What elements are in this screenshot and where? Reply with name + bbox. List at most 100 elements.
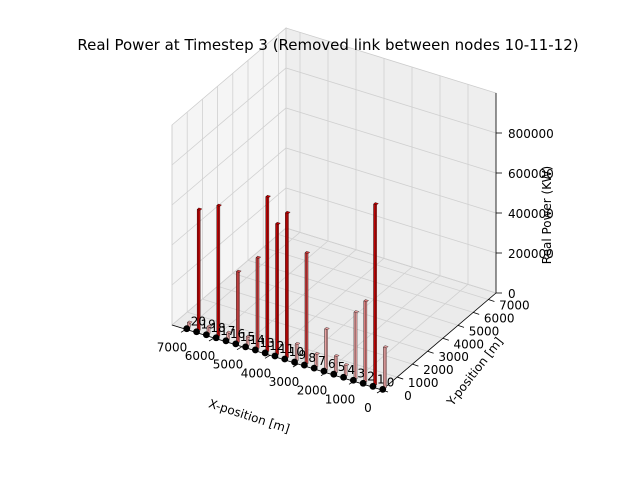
x-tick xyxy=(320,372,327,377)
x-tick xyxy=(348,380,355,385)
y-tick xyxy=(412,363,419,367)
node-marker-2 xyxy=(359,379,367,387)
node-label-17: 17 xyxy=(220,324,235,338)
y-tick xyxy=(473,312,480,315)
node-label-1: 1 xyxy=(377,372,385,386)
bar-7 xyxy=(314,351,320,367)
z-gridline xyxy=(171,147,497,246)
node-label-8: 8 xyxy=(308,351,316,365)
node-marker-20 xyxy=(183,325,191,333)
node-marker-0 xyxy=(379,385,387,393)
bar-9 xyxy=(294,341,301,361)
y-tick-label: 3000 xyxy=(438,350,469,364)
z-axis-label: Real Power (KW) xyxy=(540,166,554,264)
bar-top xyxy=(255,255,262,259)
x-tick xyxy=(264,354,271,359)
x-tick xyxy=(180,328,187,333)
node-marker-18 xyxy=(202,331,210,339)
y-tick-label: 5000 xyxy=(469,324,500,338)
bar-top xyxy=(334,354,340,357)
node-marker-7 xyxy=(310,364,318,372)
node-marker-3 xyxy=(349,376,357,384)
bar-top xyxy=(285,211,291,214)
bar-side xyxy=(275,221,278,354)
z-tick-label: 0 xyxy=(508,287,516,301)
bar-top xyxy=(314,352,320,355)
z-tick-label: 600000 xyxy=(508,167,554,181)
bar-8 xyxy=(304,250,311,364)
bar-6 xyxy=(324,327,330,371)
chart-title: Real Power at Timestep 3 (Removed link b… xyxy=(77,36,578,54)
bar-top xyxy=(353,310,360,314)
bar-18 xyxy=(206,324,213,334)
node-label-9: 9 xyxy=(299,348,307,362)
node-label-2: 2 xyxy=(367,369,375,383)
bar-top xyxy=(275,222,281,225)
node-marker-1 xyxy=(369,382,377,390)
bar-10 xyxy=(285,210,291,358)
bar-top xyxy=(265,195,271,198)
bar-side xyxy=(285,210,288,358)
node-marker-17 xyxy=(212,334,220,342)
node-marker-14 xyxy=(242,343,249,351)
bar-top xyxy=(187,320,193,324)
node-label-12: 12 xyxy=(269,339,284,353)
x-tick xyxy=(208,337,215,342)
x-tick-label: 7000 xyxy=(157,340,188,354)
bar-top xyxy=(236,269,242,273)
bar-top xyxy=(324,327,330,330)
y-tick-label: 6000 xyxy=(484,311,515,325)
bar-top xyxy=(343,363,350,366)
node-marker-11 xyxy=(271,352,279,360)
bar-2 xyxy=(363,299,369,383)
x-tick xyxy=(376,389,383,394)
bar-12 xyxy=(265,194,271,352)
bar-top xyxy=(226,330,232,334)
bar-17 xyxy=(216,203,222,337)
bar-side xyxy=(373,202,376,385)
node-label-7: 7 xyxy=(318,354,326,368)
node-label-0: 0 xyxy=(387,375,395,389)
node-marker-5 xyxy=(330,370,338,378)
z-gridline xyxy=(171,187,497,286)
bar-0 xyxy=(383,345,389,389)
x-tick-label: 5000 xyxy=(213,358,244,372)
bar-3 xyxy=(353,310,360,380)
y-tick-label: 2000 xyxy=(423,363,454,377)
x-tick-label: 1000 xyxy=(325,392,356,406)
node-marker-8 xyxy=(300,361,308,369)
y-axis-line xyxy=(381,292,497,391)
node-label-19: 19 xyxy=(201,318,216,332)
node-label-13: 13 xyxy=(259,336,274,350)
bar-top xyxy=(196,207,203,211)
node-label-14: 14 xyxy=(250,333,265,347)
node-label-11: 11 xyxy=(279,342,294,356)
x-tick-label: 3000 xyxy=(269,375,300,389)
node-label-6: 6 xyxy=(328,357,336,371)
node-label-16: 16 xyxy=(230,327,245,341)
bar-side xyxy=(197,207,200,330)
bar-top xyxy=(363,299,369,303)
x-tick-label: 0 xyxy=(364,401,372,415)
node-marker-19 xyxy=(193,328,200,336)
node-label-18: 18 xyxy=(210,321,225,335)
z-tick-label: 800000 xyxy=(508,127,554,141)
y-tick-label: 7000 xyxy=(499,298,530,312)
y-tick xyxy=(488,299,495,302)
bar-top xyxy=(216,203,222,207)
z-gridline xyxy=(171,107,497,206)
x-tick-label: 2000 xyxy=(297,384,328,398)
node-label-4: 4 xyxy=(348,363,356,377)
bar-1 xyxy=(373,202,379,386)
y-tick xyxy=(442,337,449,341)
x-tick xyxy=(236,346,243,351)
node-marker-9 xyxy=(291,358,298,366)
bar-side xyxy=(304,250,307,364)
x-tick-label: 6000 xyxy=(185,349,216,363)
node-label-5: 5 xyxy=(338,360,346,374)
bars-group xyxy=(187,194,389,389)
bar-14 xyxy=(245,334,252,346)
bar-top xyxy=(373,202,379,206)
